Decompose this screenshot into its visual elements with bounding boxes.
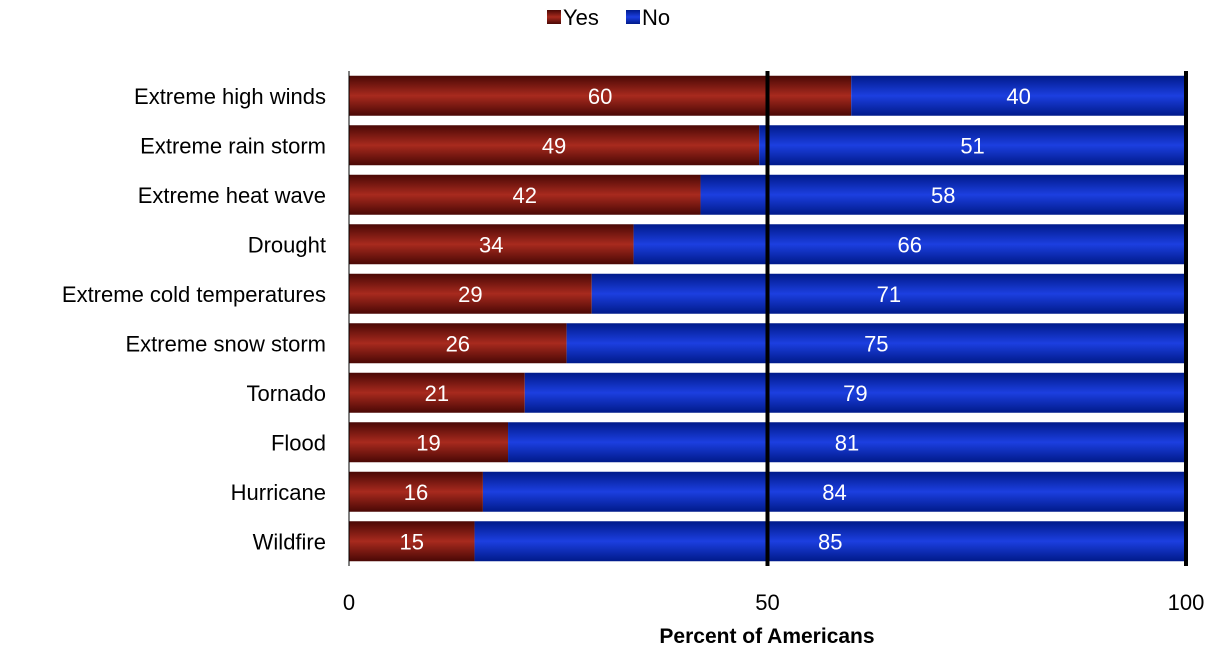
data-label-yes-drought: 34 <box>479 232 503 257</box>
bar-no-tornado <box>524 372 1186 413</box>
data-label-no-extreme-heat-wave: 58 <box>931 183 955 208</box>
data-label-no-hurricane: 84 <box>822 480 846 505</box>
category-label-hurricane: Hurricane <box>231 480 326 505</box>
data-label-no-extreme-high-winds: 40 <box>1006 84 1030 109</box>
bar-yes-tornado <box>349 372 525 413</box>
data-label-no-drought: 66 <box>898 232 922 257</box>
legend-swatch-no <box>626 10 640 24</box>
legend-label-yes: Yes <box>563 5 599 30</box>
category-label-extreme-snow-storm: Extreme snow storm <box>126 331 327 356</box>
bar-no-extreme-high-winds <box>851 75 1186 116</box>
data-label-yes-extreme-cold-temperatures: 29 <box>458 282 482 307</box>
legend-swatch-yes <box>547 10 561 24</box>
category-label-flood: Flood <box>271 430 326 455</box>
category-label-wildfire: Wildfire <box>253 529 326 554</box>
bar-yes-wildfire <box>349 521 475 562</box>
bar-no-hurricane <box>482 471 1186 512</box>
category-label-extreme-cold-temperatures: Extreme cold temperatures <box>62 282 326 307</box>
data-label-no-flood: 81 <box>835 430 859 455</box>
bar-no-extreme-snow-storm <box>566 323 1186 364</box>
category-label-tornado: Tornado <box>246 381 326 406</box>
data-label-yes-extreme-snow-storm: 26 <box>446 331 470 356</box>
category-label-extreme-rain-storm: Extreme rain storm <box>140 133 326 158</box>
bar-no-drought <box>633 224 1186 265</box>
data-label-yes-extreme-rain-storm: 49 <box>542 133 566 158</box>
bar-yes-extreme-snow-storm <box>349 323 567 364</box>
bar-no-wildfire <box>474 521 1186 562</box>
x-tick-label-100: 100 <box>1168 590 1205 615</box>
data-label-yes-hurricane: 16 <box>404 480 428 505</box>
data-label-no-extreme-snow-storm: 75 <box>864 331 888 356</box>
category-label-extreme-heat-wave: Extreme heat wave <box>138 183 326 208</box>
legend: Yes No <box>547 5 670 30</box>
legend-item-no: No <box>626 5 670 30</box>
bar-yes-flood <box>349 422 509 463</box>
category-label-extreme-high-winds: Extreme high winds <box>134 84 326 109</box>
bar-yes-drought <box>349 224 634 265</box>
bar-no-extreme-rain-storm <box>759 125 1186 166</box>
x-tick-label-50: 50 <box>755 590 779 615</box>
data-label-yes-wildfire: 15 <box>400 529 424 554</box>
data-label-yes-flood: 19 <box>416 430 440 455</box>
bar-yes-extreme-cold-temperatures <box>349 273 592 314</box>
plot-area: 60 40 Extreme high winds 49 51 Extreme rain s… <box>62 71 1204 615</box>
data-label-yes-extreme-heat-wave: 42 <box>513 183 537 208</box>
bar-no-extreme-heat-wave <box>700 174 1186 215</box>
data-label-no-extreme-rain-storm: 51 <box>960 133 984 158</box>
bar-yes-hurricane <box>349 471 483 512</box>
bar-yes-extreme-heat-wave <box>349 174 701 215</box>
bar-no-flood <box>508 422 1186 463</box>
bar-no-extreme-cold-temperatures <box>591 273 1186 314</box>
x-tick-label-0: 0 <box>343 590 355 615</box>
bar-yes-extreme-rain-storm <box>349 125 760 166</box>
category-label-drought: Drought <box>248 232 326 257</box>
data-label-yes-tornado: 21 <box>425 381 449 406</box>
legend-label-no: No <box>642 5 670 30</box>
data-label-no-tornado: 79 <box>843 381 867 406</box>
data-label-yes-extreme-high-winds: 60 <box>588 84 612 109</box>
x-axis-title: Percent of Americans <box>659 625 874 648</box>
legend-item-yes: Yes <box>547 5 599 30</box>
data-label-no-wildfire: 85 <box>818 529 842 554</box>
data-label-no-extreme-cold-temperatures: 71 <box>877 282 901 307</box>
